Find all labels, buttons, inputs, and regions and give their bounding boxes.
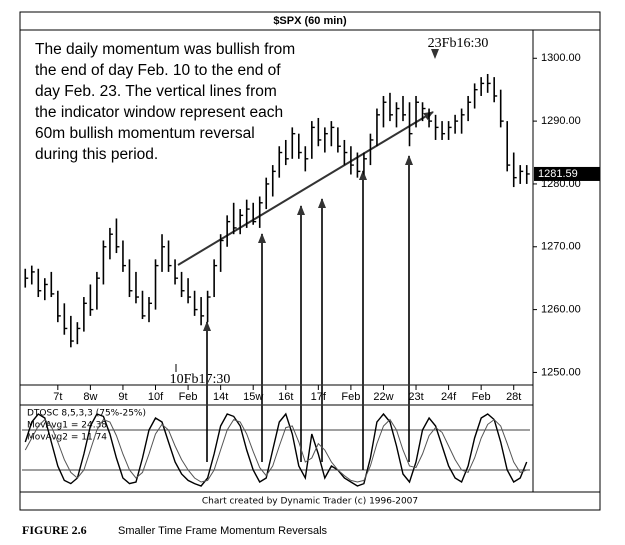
x-tick-label: 24f	[441, 391, 457, 403]
chart-title: $SPX (60 min)	[273, 15, 347, 27]
x-tick-label: 8w	[83, 391, 97, 403]
annotation-line: the end of day Feb. 10 to the end of	[35, 62, 281, 79]
indicator-line	[24, 412, 528, 487]
figure-caption: Smaller Time Frame Momentum Reversals	[118, 525, 328, 537]
y-tick-label: 1250.00	[541, 366, 581, 378]
annotation: The daily momentum was bullish from the …	[35, 41, 295, 163]
marker-label: 10Fb17:30	[170, 372, 231, 387]
y-tick-label: 1260.00	[541, 304, 581, 316]
x-tick-label: 17f	[311, 391, 327, 403]
x-tick-label: 28t	[506, 391, 521, 403]
annotation-line: the indicator window represent each	[35, 104, 283, 121]
last-price-box	[534, 166, 600, 181]
annotation-line: 60m bullish momentum reversal	[35, 125, 255, 142]
x-tick-label: 22w	[373, 391, 393, 403]
x-tick-label: 15w	[243, 391, 263, 403]
x-tick-label: 10f	[148, 391, 164, 403]
outer-frame	[19, 11, 601, 511]
y-tick-label: 1290.00	[541, 115, 581, 127]
x-tick-label: Feb	[472, 391, 491, 403]
last-price-label: 1281.59	[538, 168, 578, 180]
marker-label: 23Fb16:30	[428, 36, 489, 51]
y-tick-label: 1300.00	[541, 52, 581, 64]
y-tick-label: 1270.00	[541, 241, 581, 253]
x-tick-label: Feb	[179, 391, 198, 403]
x-tick-label: 16t	[278, 391, 293, 403]
annotation-line: during this period.	[35, 146, 158, 163]
legend-entry: MovAvg2 = 11.74	[27, 433, 107, 443]
footer: Chart created by Dynamic Trader (c) 1996…	[202, 497, 418, 507]
indicator-title: DTOSC 8,5,3,3 (75%-25%)	[27, 409, 146, 419]
x-tick-label: 23t	[408, 391, 423, 403]
annotation-line: The daily momentum was bullish from	[35, 41, 295, 58]
annotation-line: day Feb. 23. The vertical lines from	[35, 83, 277, 100]
x-tick-label: 7t	[53, 391, 62, 403]
x-tick-label: 9t	[118, 391, 127, 403]
x-tick-label: 14t	[213, 391, 228, 403]
indicator-line	[24, 418, 527, 483]
x-tick-label: Feb	[341, 391, 360, 403]
figure-label: FIGURE 2.6	[22, 523, 87, 537]
legend-entry: MovAvg1 = 24.38	[27, 421, 107, 431]
